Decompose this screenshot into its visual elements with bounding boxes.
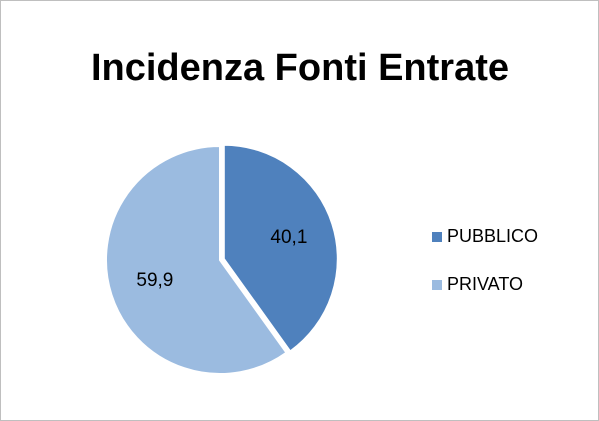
legend-swatch xyxy=(432,280,442,290)
data-label: 40,1 xyxy=(270,227,307,248)
legend-label: PUBBLICO xyxy=(447,226,538,246)
chart-title: Incidenza Fonti Entrate xyxy=(91,47,509,89)
pie-slice xyxy=(105,144,288,375)
legend-label: PRIVATO xyxy=(447,274,523,294)
data-label: 59,9 xyxy=(136,270,173,291)
legend-swatch xyxy=(432,232,442,242)
pie-slice xyxy=(222,143,339,353)
